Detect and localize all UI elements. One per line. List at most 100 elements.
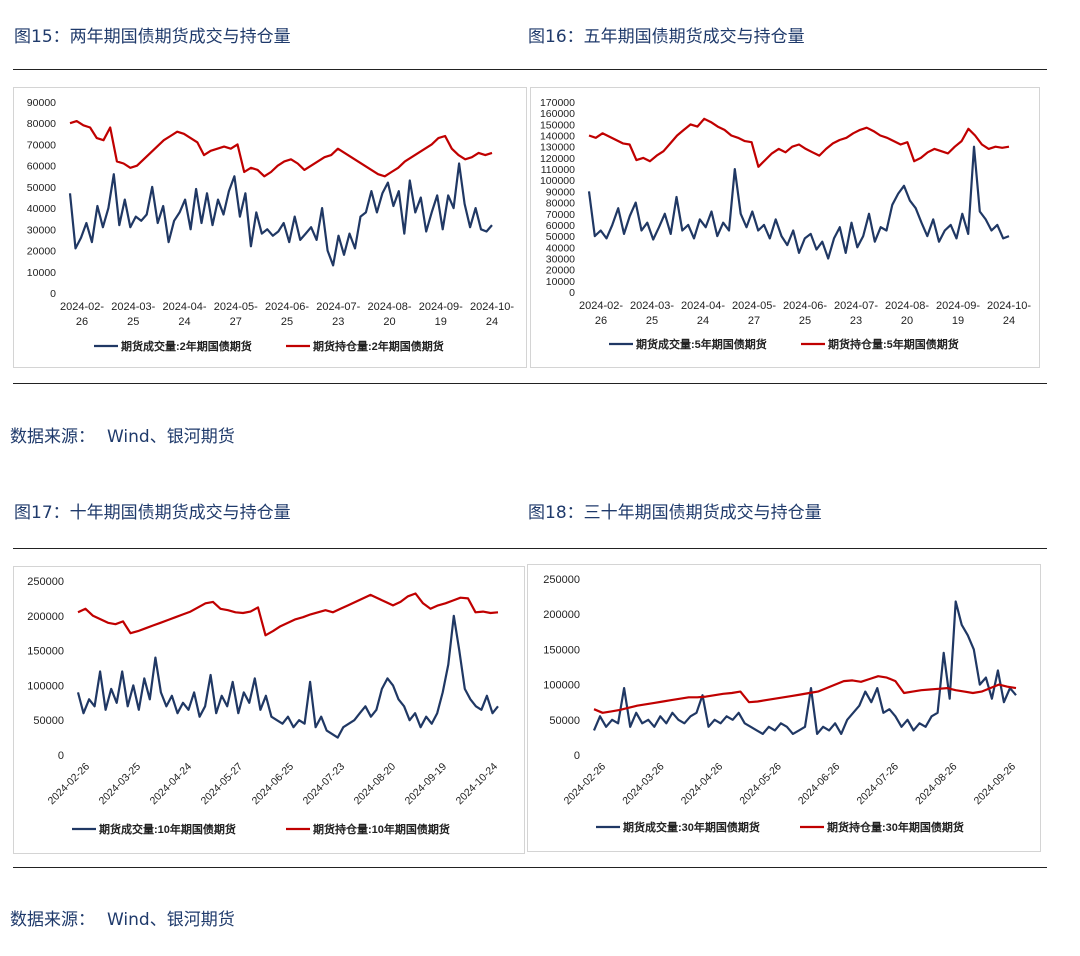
y-tick-label: 80000 [546,198,575,210]
y-tick-label: 100000 [543,680,580,692]
source-label: 数据来源： [10,910,95,930]
figure-title-16: 图16：五年期国债期货成交与持仓量 [528,27,805,47]
chart-panel-15: 0 10000 20000 30000 40000 50000 60000 70000 8000… [13,87,527,368]
y-tick-label: 100000 [27,680,64,692]
chart-15-svg: 0 10000 20000 30000 40000 50000 60000 70000 8000… [27,97,515,353]
y-tick-label: 130000 [540,142,575,154]
y-tick-label: 60000 [27,161,56,173]
x-tick-label: 2024-09-19 [403,761,450,808]
y-tick-label: 70000 [546,209,575,221]
legend-label: 期货持仓量:5年期国债期货 [828,337,959,351]
y-tick-label: 10000 [546,276,575,288]
x-tick-label: 2024-04-24 [162,301,206,328]
x-tick-label: 2024-09-19 [419,301,463,328]
y-tick-label: 20000 [27,246,56,258]
y-tick-label: 150000 [27,646,64,658]
y-tick-label: 90000 [27,97,56,109]
x-tick-label: 2024-05-26 [737,761,784,808]
bottom-rule-2 [13,867,1047,868]
x-tick-label: 2024-10-24 [470,301,514,328]
y-tick-label: 120000 [540,153,575,165]
y-tick-label: 10000 [27,267,56,279]
legend-label: 期货成交量:2年期国债期货 [121,339,252,353]
legend-label: 期货持仓量:2年期国债期货 [313,339,444,353]
chart-17-svg: 0 50000 100000 150000 200000 250000 2024-02-26… [27,576,501,836]
legend-label: 期货持仓量:10年期国债期货 [313,822,450,836]
y-tick-label: 100000 [540,175,575,187]
series-line-volume [587,145,1010,260]
x-tick-label: 2024-04-26 [679,761,726,808]
y-tick-label: 150000 [543,644,580,656]
x-tick-label: 2024-08-20 [885,300,929,327]
series-line-volume [76,614,499,739]
x-tick-label: 2024-07-23 [316,301,360,328]
y-tick-label: 110000 [541,164,575,176]
x-tick-label: 2024-06-25 [783,300,827,327]
series-line-volume [592,600,1017,735]
chart-16-svg: 0100002000030000400005000060000700008000… [540,97,1031,351]
x-tick-label: 2024-02-26 [46,761,93,808]
series-line-volume [68,162,493,267]
legend-label: 期货成交量:30年期国债期货 [623,820,760,834]
y-tick-label: 0 [569,287,575,299]
x-tick-label: 2024-03-25 [97,761,144,808]
y-tick-label: 30000 [546,253,575,265]
x-tick-label: 2024-03-25 [630,300,674,327]
chart-18-svg: 0 50000 100000 150000 200000 250000 2024-02-26… [543,574,1019,834]
top-rule-1 [13,69,1047,70]
y-tick-label: 30000 [27,224,56,236]
top-rule-2 [13,548,1047,549]
y-tick-label: 0 [50,288,56,300]
x-tick-label: 2024-05-27 [199,761,246,808]
series-line-open-interest [69,119,493,178]
source-note-2: 数据来源： Wind、银河期货 [10,905,235,930]
y-tick-label: 250000 [27,576,64,588]
y-tick-label: 60000 [546,220,575,232]
x-tick-label: 2024-06-25 [265,301,309,328]
source-label: 数据来源： [10,427,95,447]
y-tick-label: 50000 [549,715,580,727]
x-tick-label: 2024-06-25 [250,761,297,808]
x-tick-label: 2024-03-26 [620,761,667,808]
x-tick-label: 2024-04-24 [681,300,725,327]
y-tick-label: 140000 [540,131,575,143]
y-tick-label: 40000 [27,203,56,215]
series-line-open-interest [77,592,499,637]
y-tick-label: 50000 [546,231,575,243]
x-tick-label: 2024-02-26 [579,300,623,327]
figure-title-18: 图18：三十年期国债期货成交与持仓量 [528,503,822,523]
x-tick-label: 2024-02-26 [562,761,609,808]
x-tick-label: 2024-10-24 [987,300,1031,327]
chart-panel-16: 0 10000 20000 30000 40000 50000 60000 70000 8000… [530,87,1040,368]
x-tick-label: 2024-09-19 [936,300,980,327]
y-tick-label: 170000 [540,97,575,109]
figure-title-17: 图17：十年期国债期货成交与持仓量 [14,503,291,523]
x-tick-label: 2024-02-26 [60,301,104,328]
y-tick-label: 70000 [27,139,56,151]
source-value: Wind、银河期货 [107,910,235,930]
y-tick-label: 200000 [543,609,580,621]
y-tick-label: 40000 [546,242,575,254]
x-tick-label: 2024-07-23 [834,300,878,327]
y-tick-label: 0 [58,750,64,762]
y-tick-label: 20000 [546,265,575,277]
figure-title-15: 图15：两年期国债期货成交与持仓量 [14,27,291,47]
x-tick-label: 2024-03-25 [111,301,155,328]
y-tick-label: 50000 [33,715,64,727]
chart-panel-17: 0 50000 100000 150000 200000 250000 2024-02-26… [13,566,525,854]
y-tick-label: 160000 [540,108,575,120]
x-tick-label: 2024-05-27 [732,300,776,327]
chart-panel-18: 0 50000 100000 150000 200000 250000 2024-02-26… [527,564,1041,852]
y-tick-label: 90000 [546,186,575,198]
source-note-1: 数据来源： Wind、银河期货 [10,422,235,447]
bottom-rule-1 [13,383,1047,384]
x-tick-label: 2024-09-26 [972,761,1019,808]
y-tick-label: 150000 [540,119,575,131]
legend-label: 期货成交量:5年期国债期货 [636,337,767,351]
y-tick-label: 200000 [27,611,64,623]
x-tick-label: 2024-06-26 [796,761,843,808]
x-tick-label: 2024-10-24 [454,761,501,808]
x-tick-label: 2024-04-24 [148,761,195,808]
x-tick-label: 2024-08-26 [913,761,960,808]
y-tick-label: 0 [574,750,580,762]
